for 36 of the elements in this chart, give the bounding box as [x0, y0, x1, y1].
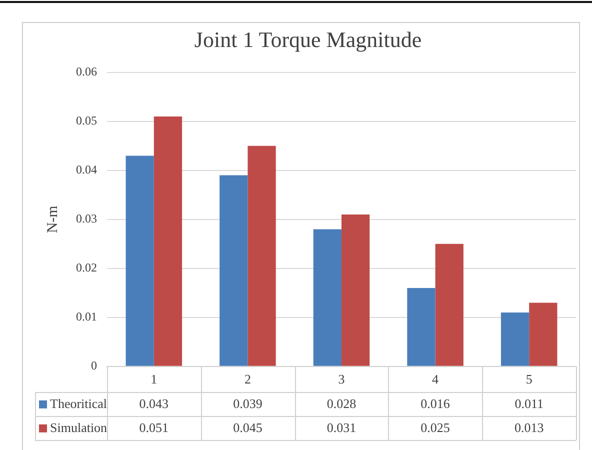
data-label: 0.045 [233, 420, 262, 435]
data-label: 0.031 [326, 420, 356, 435]
chart-title: Joint 1 Torque Magnitude [194, 26, 422, 52]
data-label: 0.043 [139, 396, 169, 411]
bar [154, 116, 182, 366]
y-tick-label: 0.02 [76, 260, 97, 275]
x-tick-label: 4 [432, 372, 440, 387]
bar [407, 288, 436, 366]
y-tick-label: 0 [91, 358, 97, 373]
bar [342, 214, 370, 366]
y-tick-label: 0.03 [76, 212, 97, 226]
x-tick-label: 5 [526, 372, 532, 387]
legend-label: Simulation [50, 420, 108, 435]
y-tick-label: 0.04 [76, 162, 97, 177]
bar [248, 146, 276, 366]
data-label: 0.013 [514, 420, 544, 435]
x-tick-label: 3 [338, 372, 345, 387]
bar [529, 302, 558, 366]
data-label: 0.051 [139, 420, 169, 435]
x-tick-label: 2 [244, 372, 251, 387]
y-tick-label: 0.01 [76, 310, 97, 324]
y-tick-label: 0.06 [76, 64, 97, 79]
data-label: 0.028 [326, 396, 356, 411]
y-tick-label: 0.05 [76, 114, 97, 128]
data-label: 0.039 [233, 396, 262, 411]
bar [313, 229, 342, 366]
bar [435, 244, 464, 366]
y-axis-title: N-m [44, 205, 61, 234]
data-label: 0.011 [514, 396, 544, 411]
bar [500, 312, 530, 366]
data-label: 0.016 [420, 396, 450, 411]
x-tick-label: 1 [150, 372, 158, 387]
bar [126, 156, 154, 366]
bar [220, 175, 248, 366]
legend-label: Theoritical [50, 396, 108, 411]
data-label: 0.025 [420, 420, 450, 435]
